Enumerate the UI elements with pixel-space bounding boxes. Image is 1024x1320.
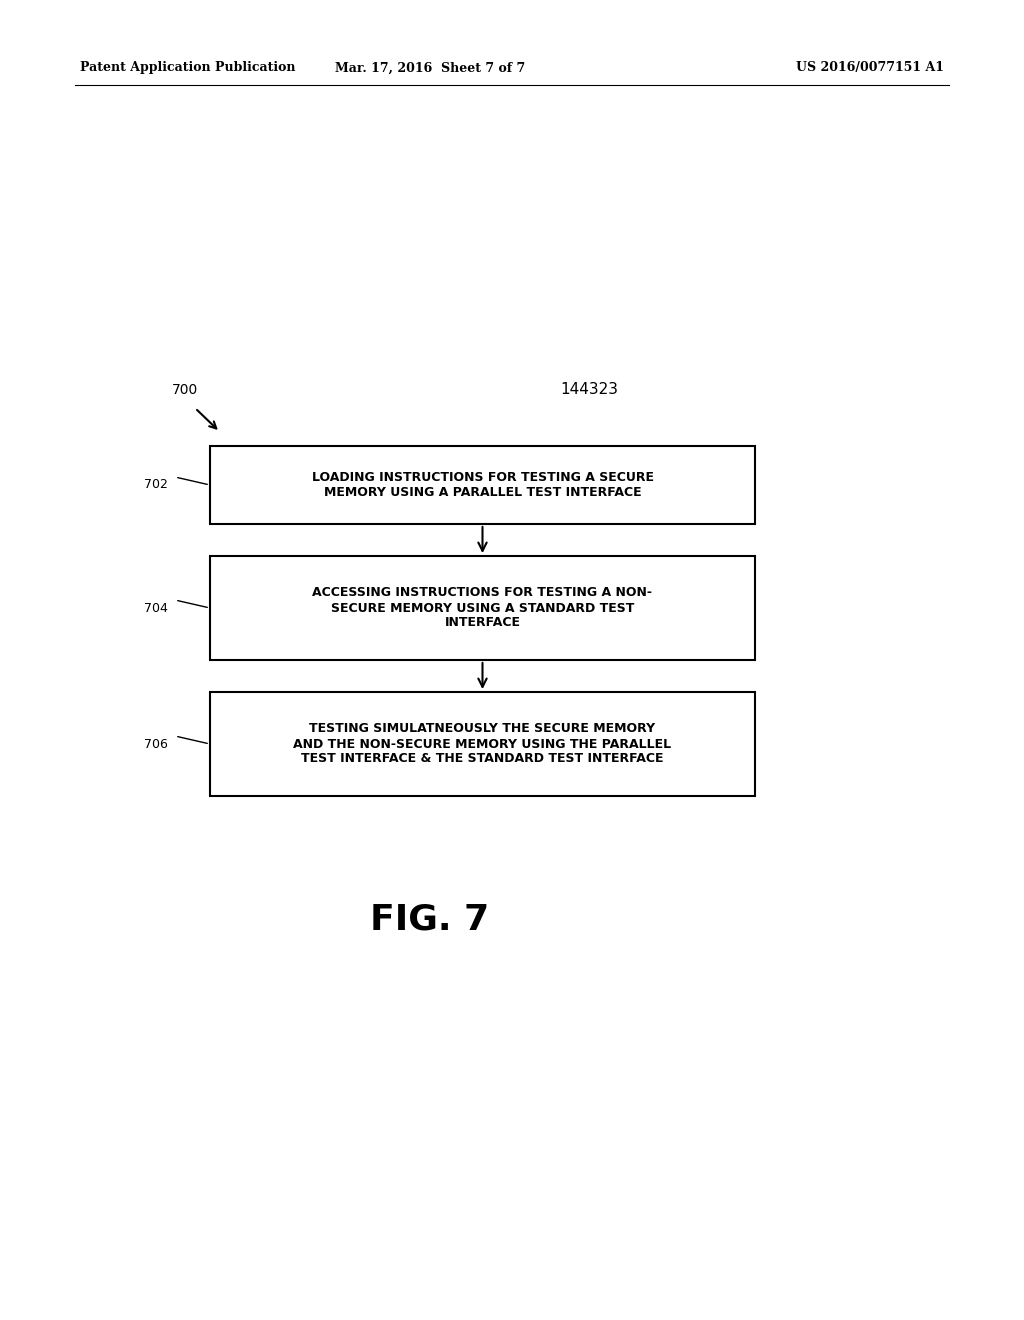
Text: Mar. 17, 2016  Sheet 7 of 7: Mar. 17, 2016 Sheet 7 of 7 bbox=[335, 62, 525, 74]
Bar bbox=[210, 692, 755, 796]
Bar bbox=[210, 556, 755, 660]
Text: ACCESSING INSTRUCTIONS FOR TESTING A NON-
SECURE MEMORY USING A STANDARD TEST
IN: ACCESSING INSTRUCTIONS FOR TESTING A NON… bbox=[312, 586, 652, 630]
Text: 704: 704 bbox=[144, 602, 168, 615]
Bar bbox=[210, 446, 755, 524]
Text: FIG. 7: FIG. 7 bbox=[371, 903, 489, 937]
Text: 700: 700 bbox=[172, 383, 199, 397]
Text: 702: 702 bbox=[144, 479, 168, 491]
Text: 706: 706 bbox=[144, 738, 168, 751]
Text: TESTING SIMULATNEOUSLY THE SECURE MEMORY
AND THE NON-SECURE MEMORY USING THE PAR: TESTING SIMULATNEOUSLY THE SECURE MEMORY… bbox=[294, 722, 672, 766]
Text: LOADING INSTRUCTIONS FOR TESTING A SECURE
MEMORY USING A PARALLEL TEST INTERFACE: LOADING INSTRUCTIONS FOR TESTING A SECUR… bbox=[311, 471, 653, 499]
Text: US 2016/0077151 A1: US 2016/0077151 A1 bbox=[796, 62, 944, 74]
Text: Patent Application Publication: Patent Application Publication bbox=[80, 62, 296, 74]
Text: 144323: 144323 bbox=[560, 383, 618, 397]
